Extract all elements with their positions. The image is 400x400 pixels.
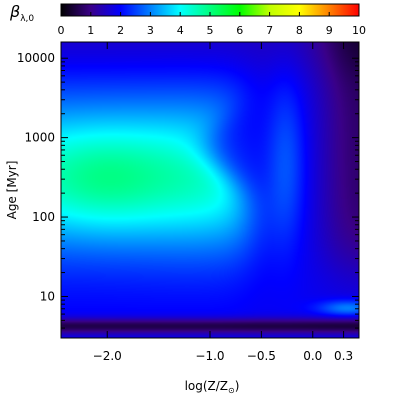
heatmap-plot: −2.0 −1.0 −0.5 0.0 0.3 10 100 1000 10000 (17, 41, 360, 363)
colorbar-tick-label: 7 (266, 24, 273, 37)
x-axis-tick-label: −1.0 (195, 349, 224, 363)
x-axis-tick-label: 0.3 (334, 349, 353, 363)
y-axis-tick-label: 1000 (24, 131, 55, 145)
x-axis-tick-label: −0.5 (247, 349, 276, 363)
y-axis-tick-label: 100 (32, 210, 55, 224)
x-axis-label-subscript: ⊙ (228, 386, 235, 395)
y-axis-tick-label: 10 (40, 289, 55, 303)
colorbar-tick-label: 4 (177, 24, 184, 37)
colorbar-ticks: 0 1 2 3 4 5 6 7 8 9 10 (58, 12, 366, 37)
colorbar: βλ,0 0 1 2 3 4 5 6 7 8 9 10 (9, 2, 366, 37)
x-axis-label: log(Z/Z⊙) (185, 379, 240, 395)
heatmap-image (61, 42, 359, 338)
colorbar-tick-label: 9 (326, 24, 333, 37)
y-axis-tick-label: 10000 (17, 51, 55, 65)
colorbar-tick-label: 2 (117, 24, 124, 37)
colorbar-tick-label: 1 (87, 24, 94, 37)
x-axis-label-text: log(Z/Z (185, 379, 228, 393)
colorbar-label-symbol: β (9, 2, 20, 21)
colorbar-label: βλ,0 (9, 2, 34, 24)
y-axis-label: Age [Myr] (5, 161, 19, 220)
colorbar-tick-label: 10 (352, 24, 366, 37)
x-axis-tick-label: −2.0 (93, 349, 122, 363)
colorbar-tick-label: 8 (296, 24, 303, 37)
colorbar-tick-label: 5 (207, 24, 214, 37)
colorbar-tick-label: 6 (236, 24, 243, 37)
x-axis-tick-label: 0.0 (303, 349, 322, 363)
colorbar-label-subscript: λ,0 (20, 14, 34, 24)
x-axis-ticks: −2.0 −1.0 −0.5 0.0 0.3 (93, 42, 353, 363)
x-axis-label-close: ) (235, 379, 240, 393)
colorbar-tick-label: 3 (147, 24, 154, 37)
y-axis-ticks: 10 100 1000 10000 (17, 51, 359, 339)
colorbar-tick-label: 0 (58, 24, 65, 37)
